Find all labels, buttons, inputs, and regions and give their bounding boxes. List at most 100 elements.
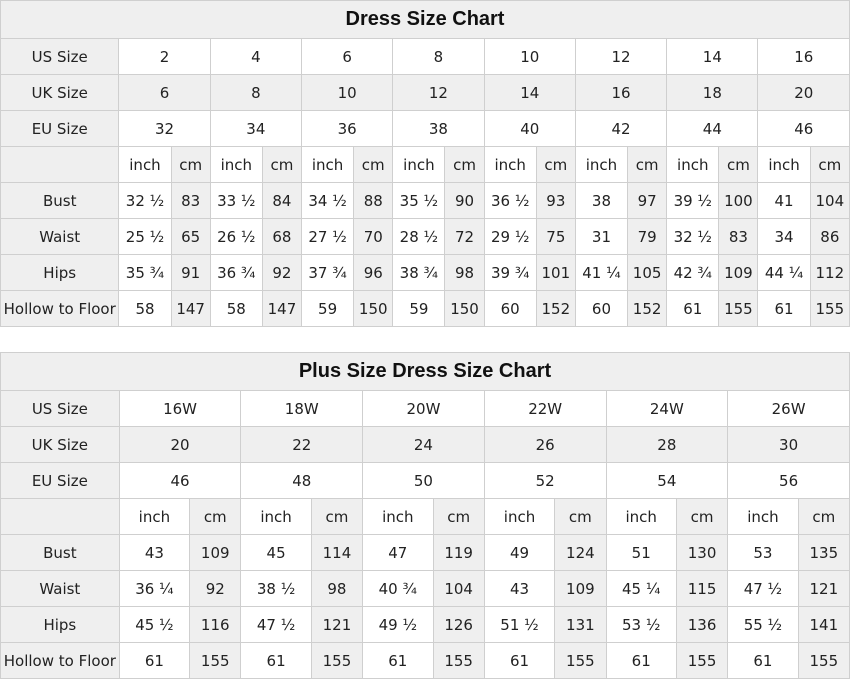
- cm-cell: 155: [797, 642, 851, 679]
- row-label: Waist: [0, 570, 120, 607]
- cm-cell: 84: [261, 182, 303, 219]
- inch-cell: 45: [240, 534, 312, 571]
- inch-cell: 45 ¼: [605, 570, 677, 607]
- unit-cm-header: cm: [535, 146, 576, 183]
- measure-row: Bust 43 109 45 114 47 119 49 124 51 130 53 135: [0, 534, 851, 571]
- row-label: UK Size: [0, 74, 120, 111]
- cm-cell: 119: [432, 534, 485, 571]
- row-label: UK Size: [0, 426, 120, 463]
- inch-cell: 43: [483, 570, 556, 607]
- chart-title: Plus Size Dress Size Chart: [0, 352, 850, 391]
- size-cell: 28: [605, 426, 729, 463]
- cm-cell: 109: [718, 254, 759, 291]
- inch-cell: 35 ½: [392, 182, 446, 219]
- size-cell: 38: [392, 110, 485, 147]
- size-cell: 8: [392, 38, 485, 75]
- inch-cell: 27 ½: [300, 218, 355, 255]
- cm-cell: 88: [353, 182, 394, 219]
- size-cell: 50: [362, 462, 485, 499]
- inch-cell: 47: [362, 534, 434, 571]
- inch-cell: 47 ½: [727, 570, 799, 607]
- empty-label-cell: [0, 498, 120, 535]
- inch-cell: 55 ½: [727, 606, 799, 643]
- cm-cell: 130: [675, 534, 729, 571]
- inch-cell: 53: [727, 534, 799, 571]
- cm-cell: 155: [718, 290, 759, 327]
- size-cell: 10: [483, 38, 576, 75]
- cm-cell: 109: [554, 570, 607, 607]
- cm-cell: 131: [554, 606, 607, 643]
- measure-row: Hollow to Floor 61 155 61 155 61 155 61 155 61 155…: [0, 642, 851, 679]
- size-cell: 20W: [362, 390, 485, 427]
- size-cell: 34: [209, 110, 303, 147]
- size-cell: 46: [757, 110, 850, 147]
- inch-cell: 28 ½: [392, 218, 446, 255]
- size-row: US Size 16W 18W 20W 22W 24W 26W: [0, 390, 850, 427]
- unit-cm-header: cm: [432, 498, 485, 535]
- unit-inch-header: inch: [209, 146, 263, 183]
- unit-inch-header: inch: [666, 146, 720, 183]
- cm-cell: 155: [554, 642, 607, 679]
- unit-cm-header: cm: [310, 498, 364, 535]
- inch-cell: 59: [392, 290, 446, 327]
- cm-cell: 136: [675, 606, 729, 643]
- size-cell: 18W: [240, 390, 364, 427]
- size-row: US Size 2 4 6 8 10 12 14 16: [0, 38, 850, 75]
- size-cell: 12: [574, 38, 668, 75]
- inch-cell: 29 ½: [483, 218, 537, 255]
- inch-cell: 38 ¾: [392, 254, 446, 291]
- cm-cell: 150: [353, 290, 394, 327]
- row-label: Bust: [0, 182, 120, 219]
- cm-cell: 104: [809, 182, 851, 219]
- cm-cell: 114: [310, 534, 364, 571]
- inch-cell: 33 ½: [209, 182, 263, 219]
- inch-cell: 59: [300, 290, 355, 327]
- unit-cm-header: cm: [444, 146, 485, 183]
- size-cell: 12: [392, 74, 485, 111]
- inch-cell: 47 ½: [240, 606, 312, 643]
- inch-cell: 39 ½: [666, 182, 720, 219]
- inch-cell: 38 ½: [240, 570, 312, 607]
- size-cell: 48: [240, 462, 364, 499]
- cm-cell: 155: [675, 642, 729, 679]
- cm-cell: 126: [432, 606, 485, 643]
- row-label: EU Size: [0, 110, 120, 147]
- size-row: EU Size 46 48 50 52 54 56: [0, 462, 850, 499]
- size-cell: 14: [666, 38, 759, 75]
- inch-cell: 41: [757, 182, 811, 219]
- size-cell: 44: [666, 110, 759, 147]
- unit-cm-header: cm: [797, 498, 851, 535]
- cm-cell: 124: [554, 534, 607, 571]
- unit-cm-header: cm: [675, 498, 729, 535]
- inch-cell: 41 ¼: [574, 254, 629, 291]
- size-cell: 30: [727, 426, 850, 463]
- size-cell: 16: [574, 74, 668, 111]
- size-row: UK Size 20 22 24 26 28 30: [0, 426, 850, 463]
- inch-cell: 60: [574, 290, 629, 327]
- row-label: Hollow to Floor: [0, 290, 120, 327]
- cm-cell: 100: [718, 182, 759, 219]
- cm-cell: 121: [797, 570, 851, 607]
- unit-cm-header: cm: [189, 498, 242, 535]
- size-cell: 26: [483, 426, 607, 463]
- unit-cm-header: cm: [809, 146, 851, 183]
- inch-cell: 25 ½: [118, 218, 172, 255]
- size-cell: 20: [757, 74, 850, 111]
- row-label: Hollow to Floor: [0, 642, 120, 679]
- size-cell: 52: [483, 462, 607, 499]
- inch-cell: 40 ¾: [362, 570, 434, 607]
- size-cell: 20: [118, 426, 242, 463]
- inch-cell: 32 ½: [118, 182, 172, 219]
- cm-cell: 104: [432, 570, 485, 607]
- measure-row: Bust 32 ½ 83 33 ½ 84 34 ½ 88 35 ½ 90 36 ½ 93 38 97 39…: [0, 182, 851, 219]
- unit-inch-header: inch: [574, 146, 629, 183]
- cm-cell: 147: [170, 290, 211, 327]
- row-label: Waist: [0, 218, 120, 255]
- cm-cell: 155: [310, 642, 364, 679]
- size-cell: 42: [574, 110, 668, 147]
- inch-cell: 49 ½: [362, 606, 434, 643]
- inch-cell: 45 ½: [118, 606, 191, 643]
- inch-cell: 60: [483, 290, 537, 327]
- inch-cell: 36 ¾: [209, 254, 263, 291]
- inch-cell: 34: [757, 218, 811, 255]
